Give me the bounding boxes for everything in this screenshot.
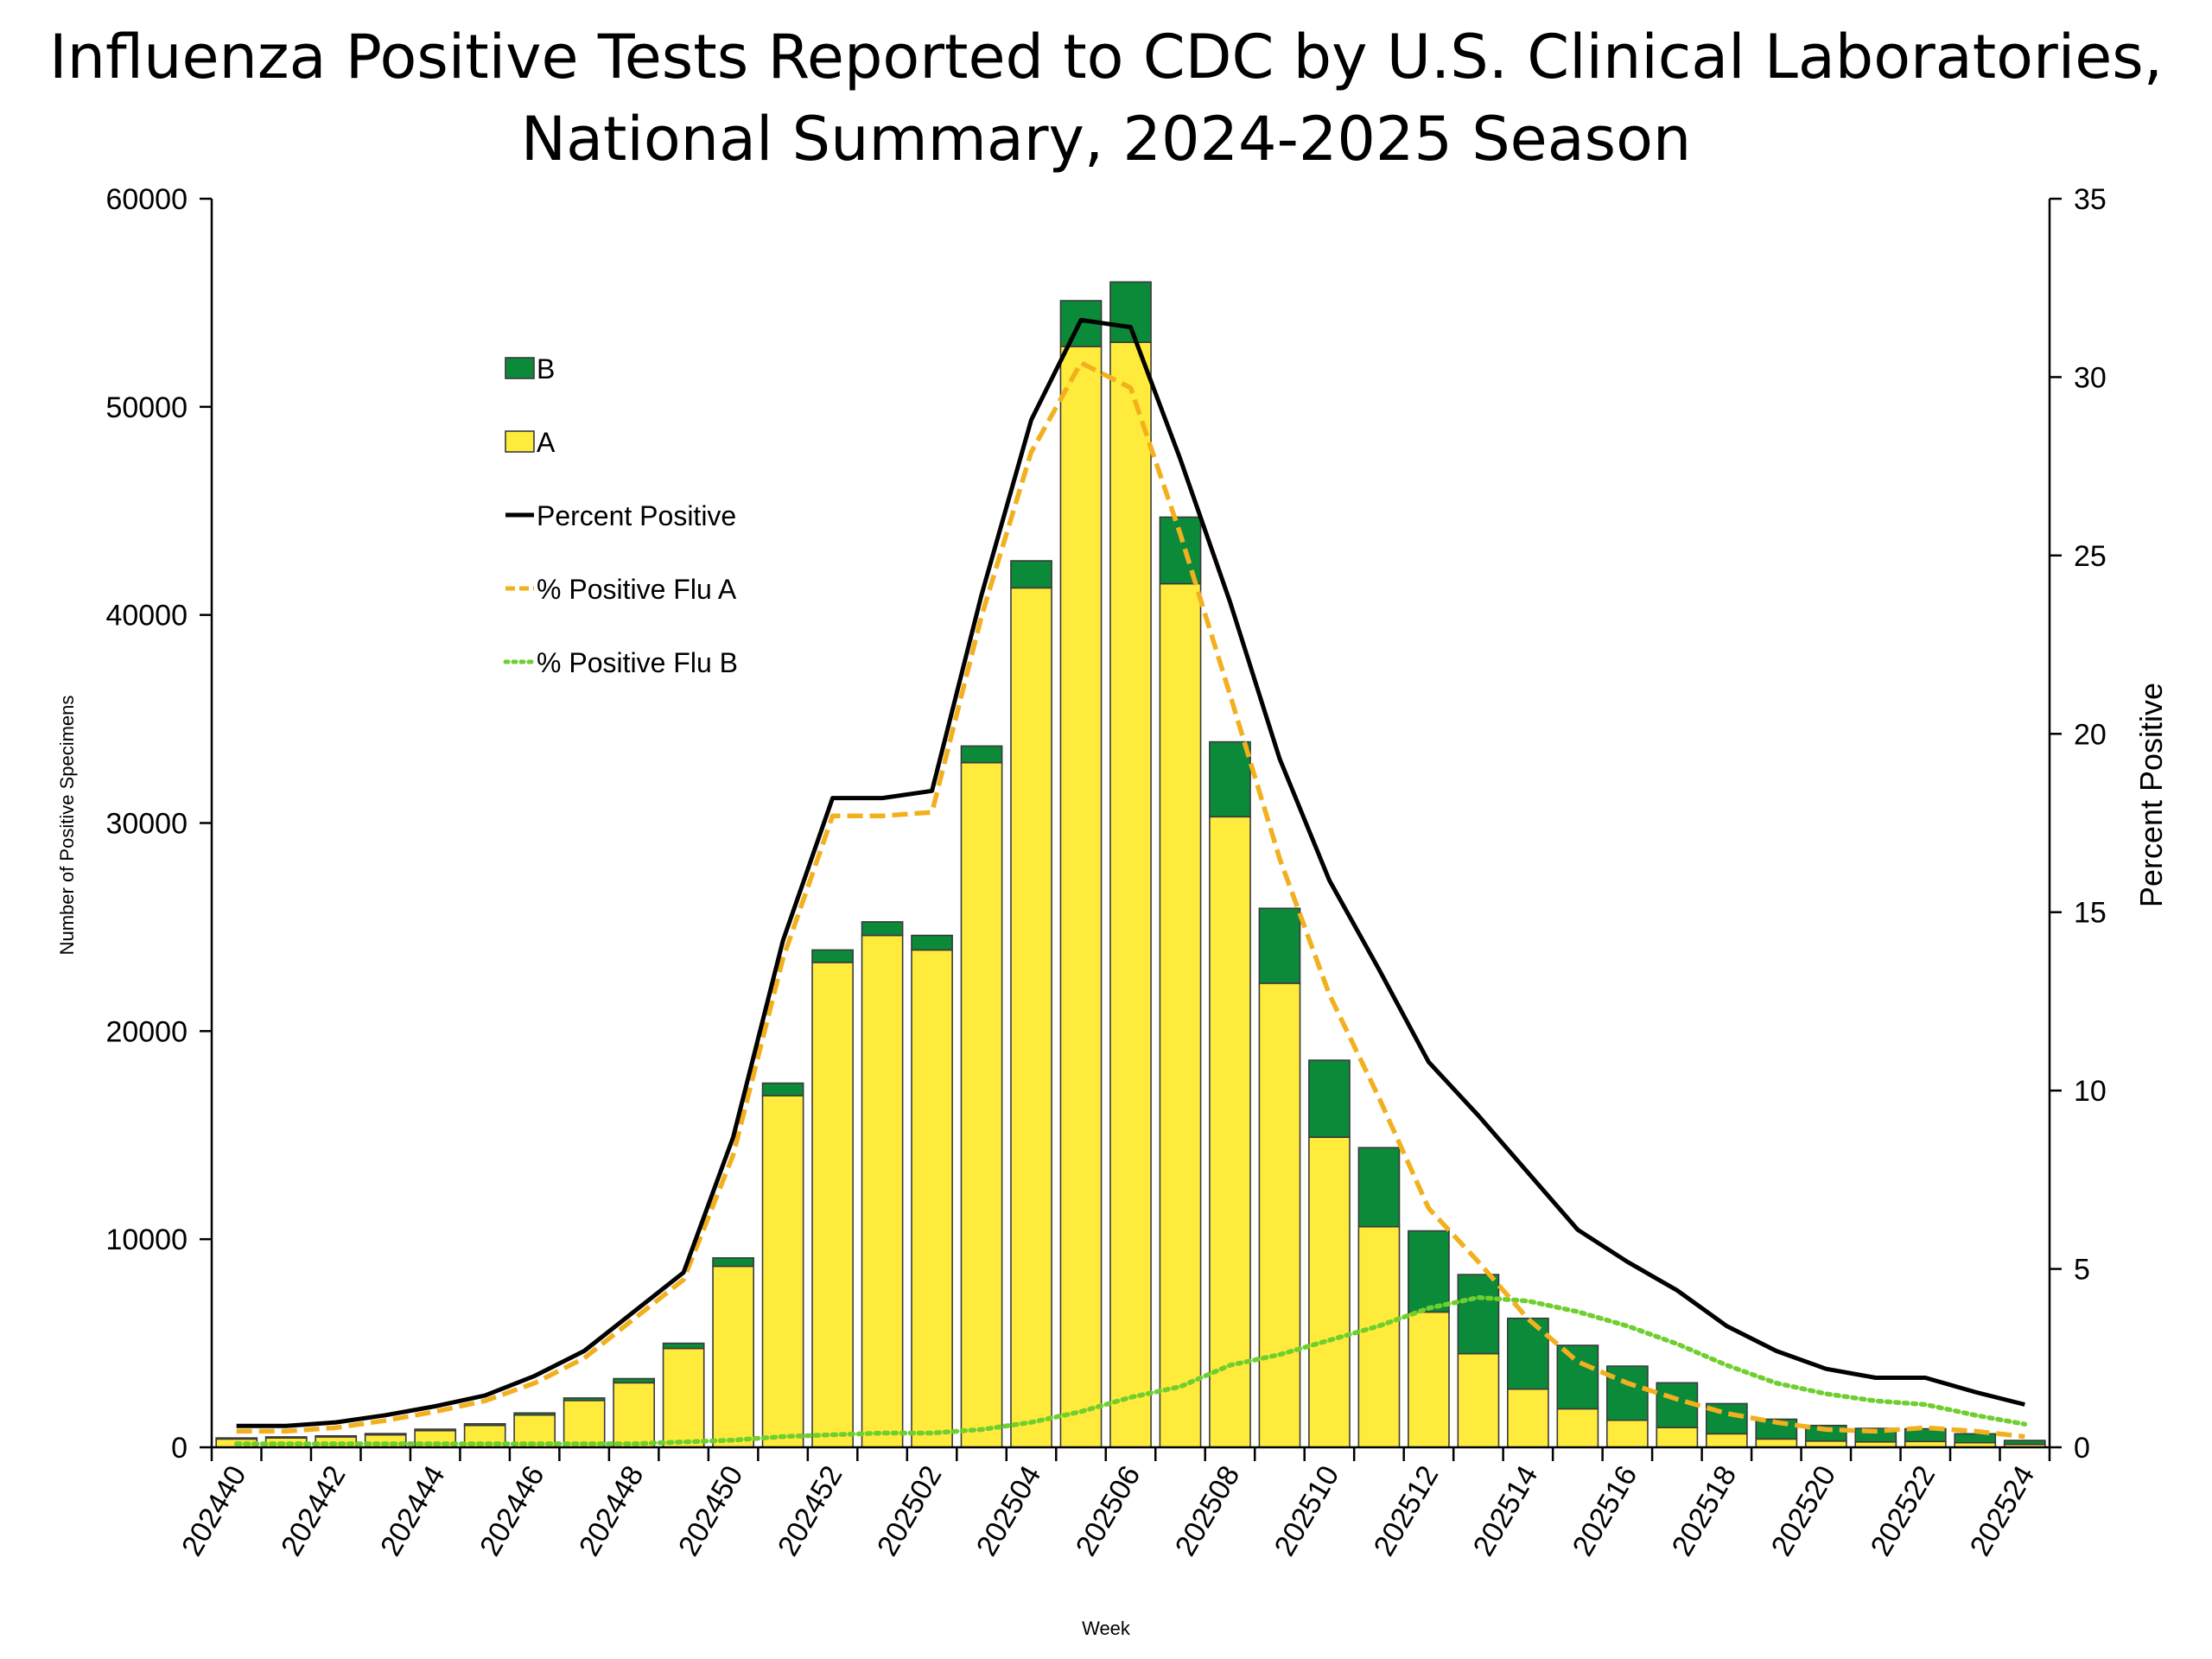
bar-a-202518 [1705, 1433, 1748, 1448]
bar-b-202447 [563, 1397, 606, 1402]
bar-a-202516 [1605, 1419, 1649, 1448]
bar-b-202515 [1556, 1344, 1599, 1410]
y-tick-label: 60000 [105, 183, 188, 216]
bar-b-202445 [463, 1422, 506, 1427]
series-line-positive-flu-b [233, 1294, 2028, 1446]
bar-b-202511 [1357, 1147, 1401, 1228]
bar-a-202514 [1507, 1388, 1549, 1448]
bar-b-202441 [264, 1436, 308, 1439]
bar-b-202518 [1705, 1402, 1748, 1435]
bar-b-202448 [613, 1377, 656, 1384]
legend-swatch-b [505, 357, 535, 379]
bar-a-202506 [1109, 341, 1152, 1448]
bar-a-202508 [1209, 816, 1251, 1448]
bar-b-202443 [364, 1433, 407, 1436]
legend-label-b: B [537, 353, 555, 385]
bar-a-202510 [1308, 1136, 1351, 1448]
bar-b-202504 [1010, 560, 1052, 589]
bar-a-202511 [1357, 1225, 1401, 1448]
y-tick-label: 40000 [105, 600, 188, 632]
y2-tick-label: 0 [2074, 1432, 2090, 1465]
bar-b-202452 [811, 949, 854, 963]
y2-tick-label: 30 [2074, 361, 2107, 394]
bar-b-202516 [1605, 1365, 1649, 1421]
bar-b-202517 [1656, 1382, 1699, 1428]
y-axis-title: Number of Positive Specimens [56, 696, 78, 956]
y2-tick-label: 5 [2074, 1254, 2090, 1287]
bar-b-202522 [1904, 1427, 1947, 1443]
bar-b-202449 [662, 1342, 705, 1350]
series-line-percent-positive [236, 317, 2025, 1428]
bar-a-202519 [1755, 1438, 1798, 1448]
legend-label-positive-flu-b: % Positive Flu B [537, 647, 738, 678]
chart-subtitle: National Summary, 2024-2025 Season [521, 104, 1692, 175]
x-axis-title: Week [1082, 1618, 1131, 1639]
y2-axis-title: Percent Positive [2133, 683, 2169, 907]
bar-b-202501 [861, 921, 904, 937]
bar-b-202509 [1258, 907, 1301, 984]
bar-a-202452 [811, 962, 854, 1448]
bar-a-202512 [1408, 1311, 1450, 1448]
bar-a-202502 [911, 949, 953, 1448]
y2-tick-label: 10 [2074, 1075, 2107, 1108]
bar-a-202503 [960, 761, 1003, 1448]
bar-a-202450 [712, 1265, 754, 1448]
bar-b-202503 [960, 745, 1003, 764]
y2-tick-label: 35 [2074, 183, 2107, 216]
bar-a-202451 [761, 1095, 804, 1448]
bar-b-202520 [1804, 1424, 1847, 1442]
legend-label-a: A [537, 427, 556, 458]
bar-b-202513 [1457, 1274, 1500, 1355]
bar-a-202513 [1457, 1352, 1500, 1448]
bar-b-202450 [712, 1257, 754, 1268]
bar-a-202449 [662, 1347, 705, 1448]
y-tick-label: 50000 [105, 391, 188, 424]
bar-b-202502 [911, 934, 953, 951]
bars-layer [215, 281, 2046, 1448]
bar-a-202504 [1010, 587, 1052, 1448]
y2-tick-label: 25 [2074, 540, 2107, 573]
legend-label-positive-flu-a: % Positive Flu A [537, 574, 737, 605]
bar-b-202524 [2003, 1440, 2046, 1446]
bar-b-202514 [1507, 1317, 1549, 1390]
series-line-positive-flu-a [236, 360, 2025, 1440]
bar-b-202506 [1109, 281, 1152, 343]
lines-layer [233, 317, 2028, 1446]
bar-a-202517 [1656, 1427, 1699, 1448]
y2-tick-label: 20 [2074, 718, 2107, 751]
y-tick-label: 20000 [105, 1015, 188, 1048]
legend-swatch-a [505, 430, 535, 453]
bar-a-202515 [1556, 1408, 1599, 1448]
bar-b-202446 [513, 1412, 556, 1416]
y-tick-label: 30000 [105, 808, 188, 841]
bar-b-202444 [414, 1428, 457, 1432]
bar-a-202507 [1159, 582, 1202, 1448]
bar-a-202501 [861, 934, 904, 1448]
bar-b-202512 [1408, 1230, 1450, 1313]
y-tick-label: 0 [171, 1432, 188, 1465]
bar-a-202448 [613, 1382, 656, 1448]
bar-b-202510 [1308, 1059, 1351, 1138]
bar-b-202451 [761, 1082, 804, 1096]
legend-label-percent-positive: Percent Positive [537, 500, 736, 531]
bar-b-202442 [315, 1434, 358, 1438]
bar-b-202523 [1954, 1433, 1997, 1444]
bar-a-202509 [1258, 982, 1301, 1448]
bar-b-202508 [1209, 741, 1251, 818]
y-tick-label: 10000 [105, 1224, 188, 1256]
bar-a-202447 [563, 1400, 606, 1448]
bar-b-202440 [215, 1437, 258, 1440]
legend: B A Percent Positive % Positive Flu A % Posi… [503, 353, 738, 678]
chart-title: Influenza Positive Tests Reported to CDC… [49, 22, 2163, 92]
y2-tick-label: 15 [2074, 897, 2107, 930]
bar-a-202505 [1059, 346, 1103, 1448]
